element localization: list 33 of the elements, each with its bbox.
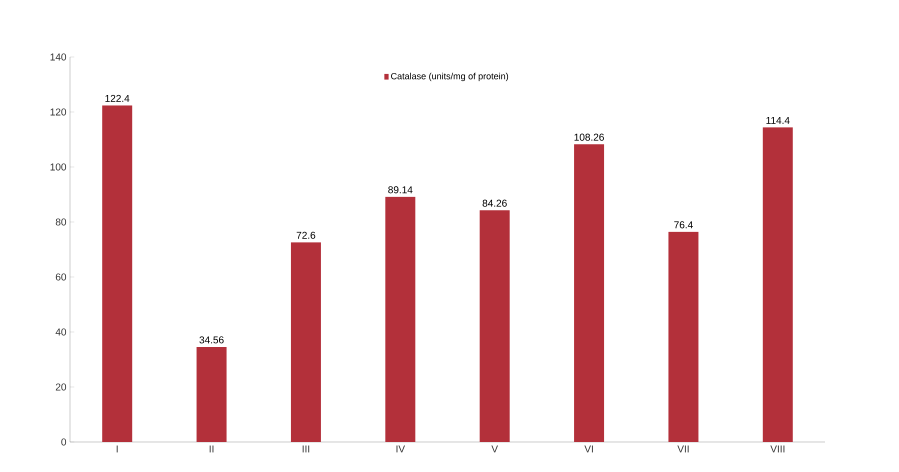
- data-label: 76.4: [674, 221, 693, 228]
- x-tick-label: V: [491, 446, 498, 452]
- y-tick-label: 80: [56, 218, 66, 226]
- data-label: 72.6: [296, 232, 316, 239]
- bar: [762, 127, 793, 442]
- data-label: 89.14: [388, 186, 413, 194]
- data-label: 122.4: [105, 94, 130, 102]
- data-label: 84.26: [482, 200, 507, 207]
- data-label: 34.56: [199, 336, 224, 344]
- bar: [480, 210, 510, 442]
- y-tick-label: 20: [56, 383, 66, 391]
- legend-label: Catalase (units/mg of protein): [391, 72, 508, 82]
- bar: [574, 144, 604, 442]
- x-tick-label: VII: [677, 446, 689, 452]
- y-tick-label: 100: [50, 163, 66, 171]
- x-tick-label: VIII: [770, 446, 784, 452]
- y-tick-label: 60: [56, 273, 66, 281]
- y-tick-label: 40: [56, 328, 66, 336]
- bar: [102, 105, 132, 442]
- y-tick-label: 140: [50, 53, 66, 61]
- bar: [290, 242, 321, 442]
- x-tick-label: III: [302, 446, 310, 452]
- bar: [196, 346, 227, 442]
- bar: [668, 232, 698, 442]
- x-tick-label: IV: [396, 446, 406, 452]
- x-tick-label: II: [210, 446, 214, 452]
- data-label: 114.4: [766, 116, 790, 124]
- data-label: 108.26: [574, 134, 604, 141]
- y-tick-label: 0: [61, 438, 66, 446]
- bar: [385, 196, 416, 442]
- x-tick-label: VI: [584, 446, 593, 452]
- y-tick-label: 120: [50, 108, 66, 116]
- x-tick-label: I: [116, 446, 118, 452]
